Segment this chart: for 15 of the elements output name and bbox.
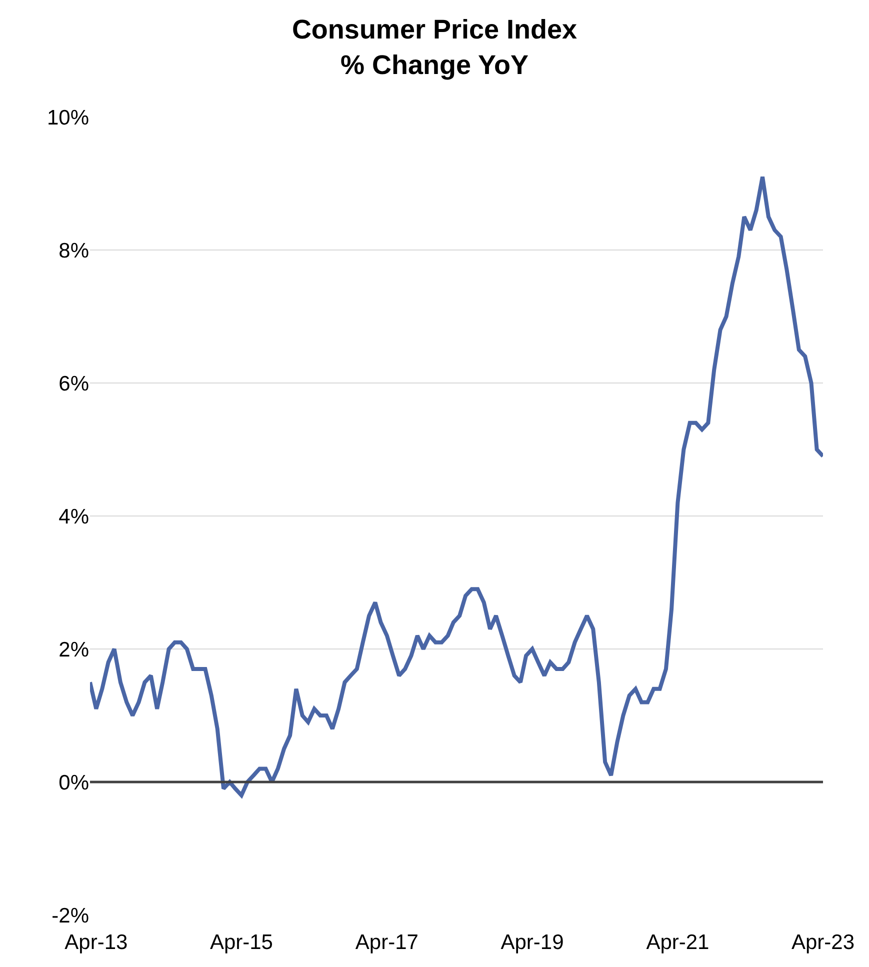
x-tick-label: Apr-15 (210, 931, 273, 954)
y-tick-label: -2% (52, 904, 89, 928)
y-tick-label: 2% (58, 638, 89, 662)
line-series (90, 174, 823, 798)
y-tick-label: 4% (58, 505, 89, 528)
y-tick-label: 8% (58, 239, 89, 262)
x-tick-label: Apr-19 (500, 931, 564, 954)
x-tick-label: Apr-17 (355, 931, 418, 954)
y-tick-label: 6% (58, 372, 89, 396)
y-tick-label: 10% (46, 106, 89, 130)
y-tick-label: 0% (58, 771, 89, 794)
x-tick-label: Apr-21 (646, 931, 710, 954)
x-tick-label: Apr-23 (791, 931, 855, 954)
x-tick-label: Apr-13 (64, 931, 128, 954)
chart-title: Consumer Price Index % Change YoY (292, 14, 578, 80)
